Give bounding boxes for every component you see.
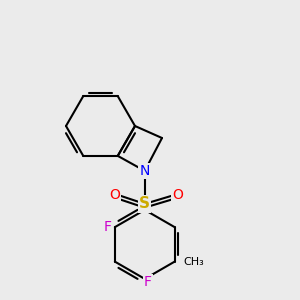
Text: F: F [144,275,152,289]
Text: O: O [109,188,120,202]
Text: CH₃: CH₃ [184,256,204,267]
Text: O: O [172,188,183,202]
Text: S: S [139,196,150,211]
Text: N: N [140,164,150,178]
Text: F: F [103,220,111,234]
